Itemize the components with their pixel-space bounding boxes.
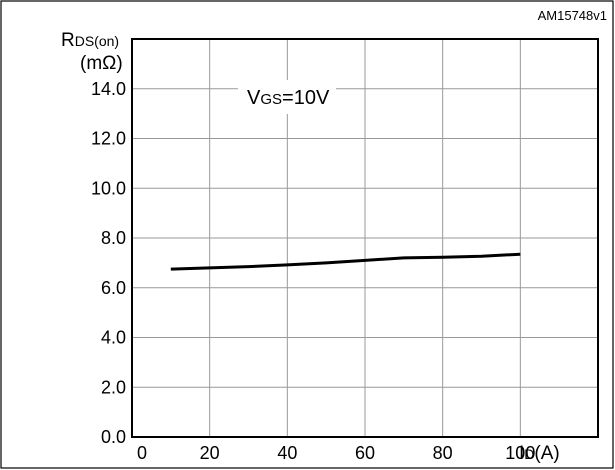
y-axis-unit: (mΩ) [80, 53, 123, 74]
y-tick-label: 12.0 [91, 129, 126, 149]
y-axis-label: RDS(on) [61, 30, 119, 51]
series-line-rdson [170, 252, 521, 271]
figure-id: AM15748v1 [538, 8, 607, 23]
y-tick-label: 4.0 [101, 328, 126, 348]
y-tick-label: 10.0 [91, 178, 126, 198]
plot-area [131, 38, 599, 438]
y-tick-label: 8.0 [101, 228, 126, 248]
annotation-vgs: VGS=10V [247, 87, 330, 109]
x-tick-label: 60 [355, 443, 375, 463]
x-tick-label: 80 [433, 443, 453, 463]
y-tick-label: 6.0 [101, 278, 126, 298]
y-tick-label: 0.0 [101, 427, 126, 447]
annotation-background [238, 80, 336, 114]
x-tick-label: 20 [200, 443, 220, 463]
tick-labels: 0.0 2.0 4.0 6.0 8.0 10.0 12.0 14.0 0 20 40 60 80 100 [91, 79, 535, 463]
y-tick-label: 14.0 [91, 79, 126, 99]
x-axis-label: ID(A) [519, 443, 560, 464]
y-tick-label: 2.0 [101, 377, 126, 397]
x-tick-label: 0 [137, 443, 147, 463]
x-tick-label: 100 [505, 443, 535, 463]
x-tick-label: 40 [277, 443, 297, 463]
